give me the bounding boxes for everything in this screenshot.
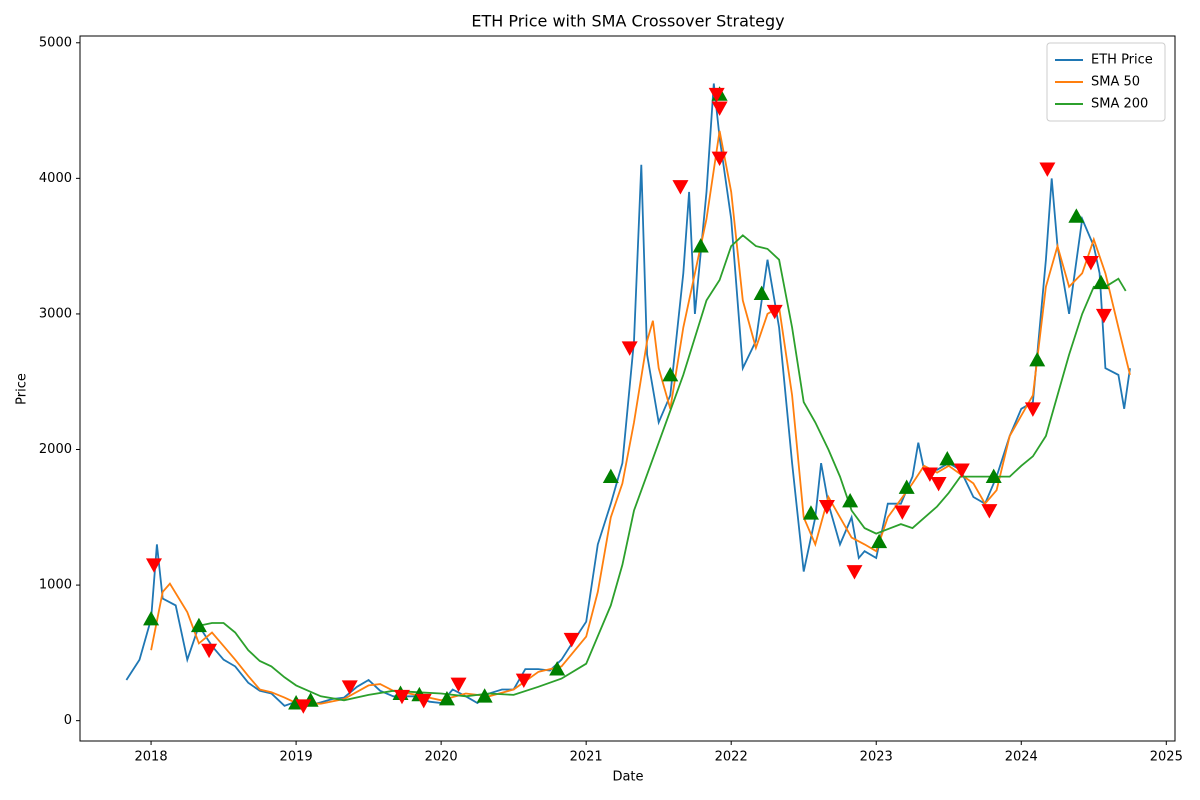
sell-signal xyxy=(1095,308,1112,324)
buy-signal xyxy=(939,451,956,466)
buy-signal xyxy=(190,617,207,633)
legend-label: SMA 50 xyxy=(1091,75,1140,90)
legend-label: SMA 200 xyxy=(1091,97,1148,112)
buy-signal xyxy=(802,505,819,520)
sell-signal xyxy=(672,180,689,195)
series-line xyxy=(198,234,1127,702)
sell-signal xyxy=(1039,162,1056,177)
sell-signal xyxy=(621,341,638,356)
buy-signal xyxy=(871,533,888,549)
sell-signal xyxy=(818,500,835,515)
series-line xyxy=(150,130,1131,705)
sell-signal xyxy=(1024,402,1041,417)
sell-signal xyxy=(953,463,970,478)
sell-signal xyxy=(921,467,938,482)
buy-signal xyxy=(1029,352,1046,367)
sell-signal xyxy=(766,304,783,320)
sell-signal xyxy=(1082,256,1099,271)
sell-signal xyxy=(415,693,432,709)
legend-label: ETH Price xyxy=(1091,53,1153,68)
y-axis-label: Price xyxy=(15,373,30,405)
x-tick-label: 2025 xyxy=(1150,750,1183,765)
buy-signal xyxy=(1068,208,1085,223)
sell-signal xyxy=(341,680,358,695)
y-tick-label: 4000 xyxy=(39,171,72,186)
buy-signal xyxy=(143,610,160,626)
buy-signal xyxy=(549,661,566,676)
sell-signal xyxy=(295,699,312,714)
sell-signal xyxy=(894,505,911,520)
y-tick-label: 1000 xyxy=(39,578,72,593)
buy-signal xyxy=(662,366,679,382)
buy-signal xyxy=(692,238,709,253)
x-tick-label: 2020 xyxy=(425,750,458,765)
y-tick-label: 5000 xyxy=(39,35,72,50)
sell-signal xyxy=(450,677,467,693)
sell-signal xyxy=(563,632,580,648)
sell-signal xyxy=(981,504,998,519)
y-tick-label: 0 xyxy=(64,713,72,728)
buy-signal xyxy=(753,285,770,300)
buy-signal xyxy=(476,688,493,703)
buy-signal xyxy=(1093,274,1110,290)
sell-signal xyxy=(711,101,728,116)
y-tick-label: 3000 xyxy=(39,306,72,321)
y-tick-label: 2000 xyxy=(39,442,72,457)
buy-signal xyxy=(985,468,1002,484)
x-tick-label: 2022 xyxy=(715,750,748,765)
sell-signal xyxy=(515,673,532,688)
buy-signal xyxy=(602,468,619,484)
plot-frame xyxy=(79,35,1176,742)
x-tick-label: 2021 xyxy=(570,750,603,765)
buy-signal xyxy=(438,690,455,706)
x-tick-label: 2019 xyxy=(280,750,313,765)
x-tick-label: 2018 xyxy=(135,750,168,765)
chart-title: ETH Price with SMA Crossover Strategy xyxy=(471,12,784,31)
sell-signal xyxy=(930,477,947,492)
sell-signal xyxy=(201,643,218,659)
plot-area xyxy=(125,83,1131,714)
buy-signal xyxy=(898,479,915,494)
x-tick-label: 2023 xyxy=(860,750,893,765)
x-axis-label: Date xyxy=(612,770,643,785)
x-tick-label: 2024 xyxy=(1005,750,1038,765)
buy-signal xyxy=(842,493,859,508)
sell-signal xyxy=(393,689,410,705)
legend: ETH Price SMA 50 SMA 200 xyxy=(1046,42,1166,122)
legend-box xyxy=(1046,42,1166,122)
sell-signal xyxy=(711,151,728,167)
sell-signal xyxy=(145,558,162,573)
sell-signal xyxy=(708,87,725,103)
sell-signal xyxy=(846,565,863,580)
